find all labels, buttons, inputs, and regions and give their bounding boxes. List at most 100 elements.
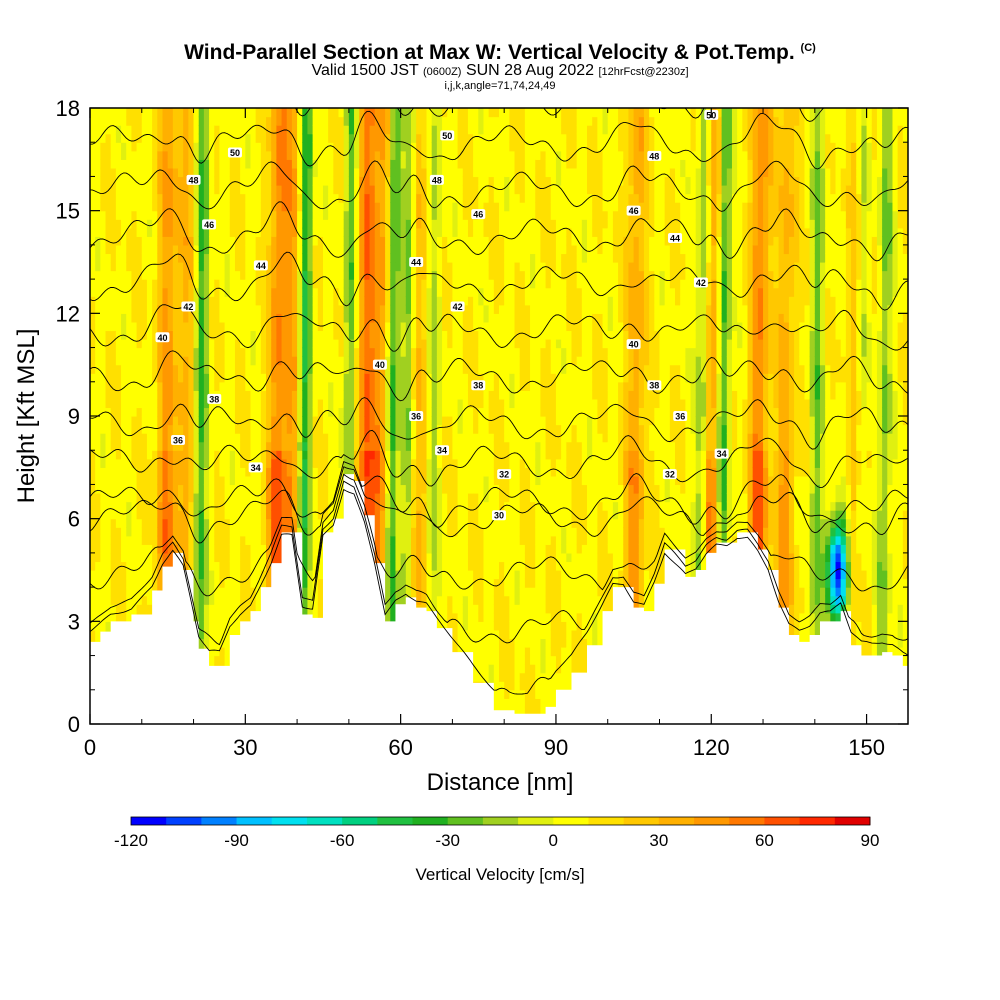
w-field-cell xyxy=(131,347,138,357)
w-field-cell xyxy=(359,287,365,297)
w-field-cell xyxy=(250,304,257,314)
w-field-cell xyxy=(172,176,179,186)
w-field-cell xyxy=(436,604,443,614)
w-field-cell xyxy=(188,159,195,169)
w-field-cell xyxy=(178,450,184,460)
w-field-cell xyxy=(416,535,422,545)
w-field-cell xyxy=(178,125,184,135)
w-field-cell xyxy=(369,373,376,383)
w-field-cell xyxy=(100,262,107,272)
w-field-cell xyxy=(110,176,117,186)
w-field-cell xyxy=(183,159,189,169)
w-field-cell xyxy=(115,587,122,597)
w-field-cell xyxy=(198,142,205,152)
w-field-cell xyxy=(100,450,107,460)
w-field-cell xyxy=(333,450,340,460)
w-field-cell xyxy=(395,535,402,545)
w-field-cell xyxy=(410,125,417,135)
w-field-cell xyxy=(188,450,195,460)
w-field-cell xyxy=(390,467,397,477)
w-field-cell xyxy=(307,570,314,580)
w-field-cell xyxy=(193,398,200,409)
w-field-cell xyxy=(126,142,133,152)
w-field-cell xyxy=(416,313,422,323)
w-field-cell xyxy=(400,475,407,486)
w-field-cell xyxy=(410,227,417,237)
w-field-cell xyxy=(167,364,174,374)
w-field-cell xyxy=(203,535,210,545)
w-field-cell xyxy=(90,321,96,332)
w-field-cell xyxy=(395,262,402,272)
w-field-cell xyxy=(322,364,329,374)
w-field-cell xyxy=(136,458,143,468)
w-field-cell xyxy=(183,125,189,135)
w-field-cell xyxy=(167,561,174,571)
w-field-cell xyxy=(105,373,112,383)
w-field-cell xyxy=(162,236,169,246)
w-field-cell xyxy=(286,253,293,263)
w-field-cell xyxy=(400,176,407,186)
w-field-cell xyxy=(416,373,422,383)
w-field-cell xyxy=(276,108,283,118)
w-field-cell xyxy=(136,552,143,563)
w-field-cell xyxy=(209,244,215,255)
w-field-cell xyxy=(110,304,117,314)
w-field-cell xyxy=(219,501,226,511)
w-field-cell xyxy=(131,450,138,460)
w-field-cell xyxy=(219,296,226,306)
w-field-cell xyxy=(421,527,428,537)
w-field-cell xyxy=(426,193,433,203)
w-field-cell xyxy=(167,416,174,426)
w-field-cell xyxy=(416,390,422,400)
w-field-cell xyxy=(178,176,184,186)
w-field-cell xyxy=(110,612,117,622)
w-field-cell xyxy=(291,108,298,118)
w-field-cell xyxy=(188,116,195,126)
w-field-cell xyxy=(178,390,184,400)
w-field-cell xyxy=(240,279,246,289)
w-field-cell xyxy=(162,176,169,186)
w-field-cell xyxy=(90,347,96,357)
w-field-cell xyxy=(214,364,221,374)
w-field-cell xyxy=(203,595,210,605)
w-field-cell xyxy=(250,424,257,434)
w-field-cell xyxy=(400,296,407,306)
w-field-cell xyxy=(245,552,252,563)
w-field-cell xyxy=(115,441,122,451)
w-field-cell xyxy=(410,321,417,332)
w-field-cell xyxy=(354,296,360,306)
w-field-cell xyxy=(400,518,407,528)
w-field-cell xyxy=(141,527,148,537)
w-field-cell xyxy=(431,125,438,135)
w-field-cell xyxy=(364,253,371,263)
w-field-cell xyxy=(271,287,277,297)
w-field-cell xyxy=(214,527,221,537)
w-field-cell xyxy=(167,398,174,409)
w-field-cell xyxy=(209,356,215,366)
w-field-cell xyxy=(302,390,309,400)
w-field-cell xyxy=(426,475,433,486)
w-field-cell xyxy=(126,458,133,468)
w-field-cell xyxy=(447,621,454,631)
w-field-cell xyxy=(379,381,386,391)
w-field-cell xyxy=(229,133,236,143)
w-field-cell xyxy=(364,416,371,426)
w-field-cell xyxy=(374,193,381,203)
w-field-cell xyxy=(100,356,107,366)
w-field-cell xyxy=(136,236,143,246)
w-field-cell xyxy=(146,467,153,477)
w-field-cell xyxy=(214,279,221,289)
w-field-cell xyxy=(442,621,448,631)
w-field-cell xyxy=(374,253,381,263)
w-field-cell xyxy=(359,441,365,451)
w-field-cell xyxy=(436,381,443,391)
w-field-cell xyxy=(234,108,241,118)
w-field-cell xyxy=(447,552,454,563)
w-field-cell xyxy=(297,339,303,349)
w-field-cell xyxy=(229,279,236,289)
w-field-cell xyxy=(100,321,107,332)
w-field-cell xyxy=(307,167,314,178)
w-field-cell xyxy=(115,185,122,195)
w-field-cell xyxy=(100,244,107,255)
w-field-cell xyxy=(234,202,241,212)
